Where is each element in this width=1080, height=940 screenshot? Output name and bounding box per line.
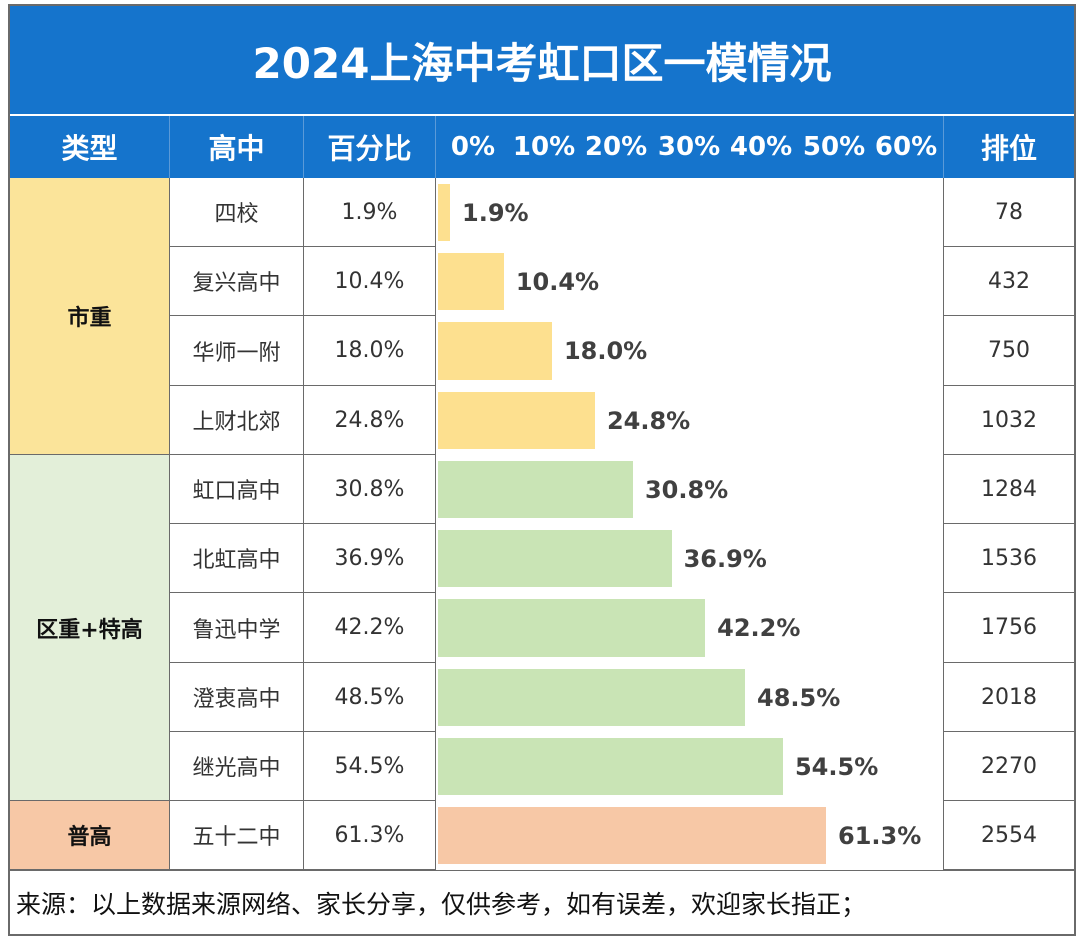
rank-cell: 2554 xyxy=(944,801,1074,870)
percent-cell: 61.3% xyxy=(304,801,436,870)
axis-ticks: 0% 10% 20% 30% 40% 50% 60% xyxy=(436,116,944,178)
axis-tick-label: 50% xyxy=(802,132,866,162)
bar-data-label: 10.4% xyxy=(515,267,600,296)
percent-cell: 48.5% xyxy=(304,663,436,732)
rank-cell: 432 xyxy=(944,247,1074,316)
axis-tick-label: 60% xyxy=(874,132,938,162)
axis-tick-label: 0% xyxy=(450,132,496,162)
school-name-cell: 北虹高中 xyxy=(170,524,304,593)
bar-data-label: 30.8% xyxy=(644,475,729,504)
percent-cell: 54.5% xyxy=(304,732,436,801)
bar xyxy=(438,322,552,380)
bar xyxy=(438,392,595,449)
bar-chart: 1.9% 10.4% 18.0% 24.8% 30.8% 36.9% 42.2% 48.5% 5… xyxy=(436,178,944,870)
axis-tick-label: 10% xyxy=(512,132,576,162)
rank-cell: 1284 xyxy=(944,455,1074,524)
header-row: 类型 高中 百分比 0% 10% 20% 30% 40% 50% 60% 排位 xyxy=(10,116,1074,178)
axis-tick-label: 40% xyxy=(729,132,793,162)
axis-tick-label: 30% xyxy=(657,132,721,162)
bar xyxy=(438,530,672,587)
percent-cell: 18.0% xyxy=(304,316,436,386)
rank-cell: 1756 xyxy=(944,593,1074,663)
bar-data-label: 1.9% xyxy=(462,198,529,227)
percent-cell: 10.4% xyxy=(304,247,436,316)
header-type: 类型 xyxy=(10,116,170,178)
type-group-cell: 普高 xyxy=(10,801,170,870)
source-note: 来源：以上数据来源网络、家长分享，仅供参考，如有误差，欢迎家长指正； xyxy=(10,870,1074,934)
school-name-cell: 澄衷高中 xyxy=(170,663,304,732)
bar-data-label: 42.2% xyxy=(717,614,801,642)
bar xyxy=(438,669,745,726)
bar xyxy=(438,461,633,518)
bar-data-label: 24.8% xyxy=(606,406,691,435)
bar xyxy=(438,807,827,864)
school-name-cell: 复兴高中 xyxy=(170,247,304,316)
school-name-cell: 虹口高中 xyxy=(170,455,304,524)
header-percent: 百分比 xyxy=(304,116,436,178)
rank-cell: 2270 xyxy=(944,732,1074,801)
school-name-cell: 四校 xyxy=(170,178,304,247)
header-rank: 排位 xyxy=(980,132,1037,165)
percent-cell: 42.2% xyxy=(304,593,436,663)
bar xyxy=(438,184,451,241)
bar-data-label: 48.5% xyxy=(757,683,841,712)
school-name-cell: 五十二中 xyxy=(170,801,304,870)
percent-cell: 1.9% xyxy=(304,178,436,247)
school-name-cell: 华师一附 xyxy=(170,316,304,386)
rank-cell: 1536 xyxy=(944,524,1074,593)
type-group-cell: 市重 xyxy=(10,178,170,455)
header-axis: 0% 10% 20% 30% 40% 50% 60% xyxy=(436,116,944,178)
school-name-cell: 上财北郊 xyxy=(170,386,304,455)
bar-data-label: 36.9% xyxy=(683,544,767,573)
bar xyxy=(438,738,783,795)
page-title: 2024上海中考虹口区一模情况 xyxy=(10,6,1074,114)
table-body: 1.9% 10.4% 18.0% 24.8% 30.8% 36.9% 42.2% 48.5% 5… xyxy=(10,178,1074,870)
school-name-cell: 鲁迅中学 xyxy=(170,593,304,663)
school-name-cell: 继光高中 xyxy=(170,732,304,801)
percent-cell: 36.9% xyxy=(304,524,436,593)
bar-data-label: 54.5% xyxy=(794,752,879,781)
table-frame: 2024上海中考虹口区一模情况 类型 高中 百分比 0% 10% 20% 30% 40%… xyxy=(8,4,1076,936)
bar xyxy=(438,599,706,657)
type-group-cell: 区重+特高 xyxy=(10,455,170,801)
percent-cell: 30.8% xyxy=(304,455,436,524)
bar-data-label: 18.0% xyxy=(563,337,648,365)
header-school: 高中 xyxy=(170,116,304,178)
rank-cell: 750 xyxy=(944,316,1074,386)
axis-tick-label: 20% xyxy=(584,132,648,162)
rank-cell: 1032 xyxy=(944,386,1074,455)
percent-cell: 24.8% xyxy=(304,386,436,455)
bar-data-label: 61.3% xyxy=(838,821,922,850)
bar xyxy=(438,253,504,310)
rank-cell: 78 xyxy=(944,178,1074,247)
rank-cell: 2018 xyxy=(944,663,1074,732)
